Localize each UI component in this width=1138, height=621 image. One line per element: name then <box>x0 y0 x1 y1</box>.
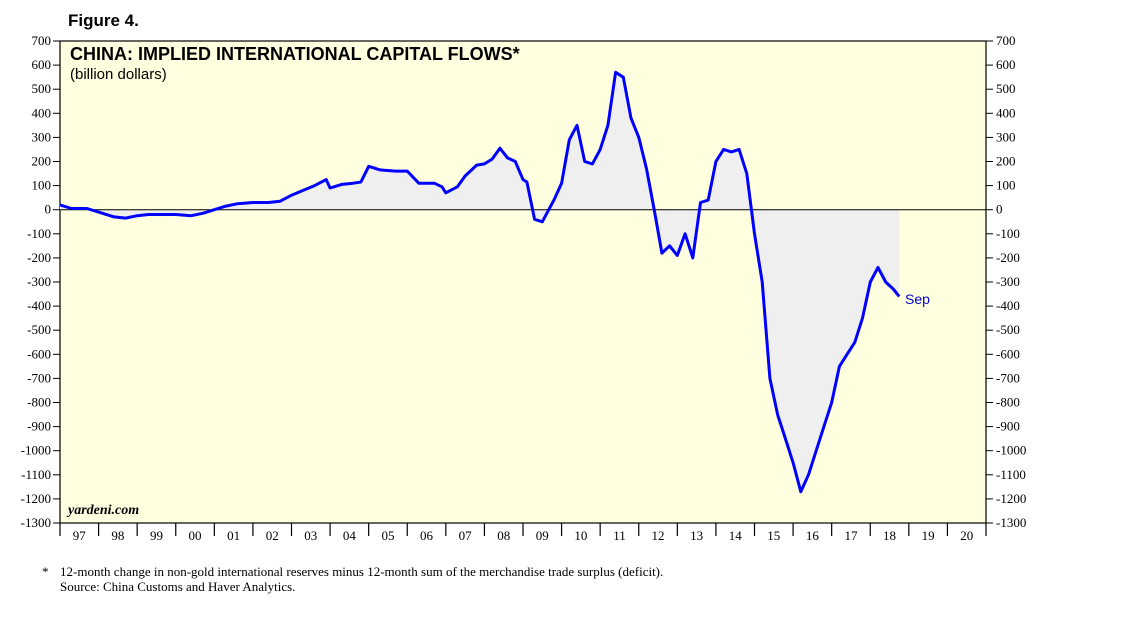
left-tick-label: 600 <box>32 57 52 72</box>
right-tick-label: 500 <box>996 81 1016 96</box>
x-tick-label: 18 <box>883 528 896 543</box>
right-axis: 700 600 500 400 300 200 100 0 -100 -200 -300 -400 -5… <box>986 33 1026 530</box>
left-tick-label: -200 <box>27 250 51 265</box>
x-tick-label: 05 <box>381 528 394 543</box>
x-tick-label: 16 <box>806 528 820 543</box>
footnote-source-line: Source: China Customs and Haver Analytic… <box>42 579 663 594</box>
x-tick-label: 19 <box>922 528 935 543</box>
right-tick-label: 100 <box>996 178 1016 193</box>
figure-label: Figure 4. <box>68 11 139 30</box>
footnote-definition: 12-month change in non-gold internationa… <box>60 564 664 579</box>
right-tick-label: 400 <box>996 105 1016 120</box>
x-tick-label: 98 <box>111 528 124 543</box>
x-tick-label: 17 <box>844 528 858 543</box>
left-axis: 700 600 500 400 300 200 100 0 -100 -200 -300 -400 -5… <box>21 33 60 530</box>
left-tick-label: 200 <box>32 154 52 169</box>
right-tick-label: -1200 <box>996 491 1026 506</box>
x-tick-label: 97 <box>73 528 87 543</box>
right-tick-label: -900 <box>996 419 1020 434</box>
left-tick-label: -100 <box>27 226 51 241</box>
right-tick-label: -1300 <box>996 515 1026 530</box>
footnote-source: Source: China Customs and Haver Analytic… <box>60 579 296 594</box>
right-tick-label: -500 <box>996 322 1020 337</box>
left-tick-label: -700 <box>27 370 51 385</box>
left-tick-label: 400 <box>32 105 52 120</box>
x-tick-label: 02 <box>266 528 279 543</box>
footnote-marker: * <box>42 564 49 579</box>
left-tick-label: -900 <box>27 419 51 434</box>
right-tick-label: 600 <box>996 57 1016 72</box>
left-tick-label: -600 <box>27 346 51 361</box>
left-tick-label: -400 <box>27 298 51 313</box>
x-tick-label: 06 <box>420 528 434 543</box>
x-tick-label: 10 <box>574 528 587 543</box>
right-tick-label: -600 <box>996 346 1020 361</box>
x-tick-label: 12 <box>652 528 665 543</box>
right-tick-label: -400 <box>996 298 1020 313</box>
right-tick-label: -300 <box>996 274 1020 289</box>
right-tick-label: -1100 <box>996 467 1026 482</box>
x-tick-label: 15 <box>767 528 780 543</box>
left-tick-label: -500 <box>27 322 51 337</box>
right-tick-label: -800 <box>996 395 1020 410</box>
x-tick-label: 01 <box>227 528 240 543</box>
left-tick-label: 0 <box>45 202 52 217</box>
left-tick-label: -1300 <box>21 515 51 530</box>
left-tick-label: -300 <box>27 274 51 289</box>
x-tick-label: 11 <box>613 528 626 543</box>
left-tick-label: -1200 <box>21 491 51 506</box>
right-tick-label: 300 <box>996 129 1016 144</box>
line-layer <box>59 70 901 494</box>
x-tick-label: 20 <box>960 528 973 543</box>
watermark-text: yardeni.com <box>68 503 140 518</box>
x-tick-label: 99 <box>150 528 163 543</box>
right-tick-label: 0 <box>996 202 1003 217</box>
right-tick-label: 700 <box>996 33 1016 48</box>
left-tick-label: 500 <box>32 81 52 96</box>
x-tick-label: 13 <box>690 528 703 543</box>
footnote-definition-line: * 12-month change in non-gold internation… <box>42 564 663 579</box>
series-line <box>59 70 901 494</box>
x-tick-label: 04 <box>343 528 357 543</box>
chart: 7006005004003002001000-100-200-300-400-5… <box>21 33 1027 543</box>
left-tick-label: -1000 <box>21 443 51 458</box>
left-tick-label: -1100 <box>21 467 51 482</box>
right-tick-label: -200 <box>996 250 1020 265</box>
left-tick-label: 700 <box>32 33 52 48</box>
x-tick-label: 14 <box>729 528 743 543</box>
x-tick-label: 00 <box>189 528 202 543</box>
x-tick-label: 03 <box>304 528 317 543</box>
right-tick-label: -700 <box>996 370 1020 385</box>
x-tick-label: 08 <box>497 528 510 543</box>
left-tick-label: 300 <box>32 129 52 144</box>
chart-title: CHINA: IMPLIED INTERNATIONAL CAPITAL FLO… <box>70 44 520 64</box>
right-tick-label: -1000 <box>996 443 1026 458</box>
x-axis: 97 98 99 00 01 02 03 04 05 06 07 08 09 10 11 12 13 14 15 16… <box>59 523 987 543</box>
right-tick-label: 200 <box>996 154 1016 169</box>
left-tick-label: -800 <box>27 395 51 410</box>
right-tick-label: -100 <box>996 226 1020 241</box>
left-tick-label: 100 <box>32 178 52 193</box>
footnote: * 12-month change in non-gold internation… <box>42 564 663 594</box>
x-tick-label: 09 <box>536 528 549 543</box>
x-tick-label: 07 <box>459 528 473 543</box>
series-end-label: Sep <box>905 291 930 307</box>
chart-subtitle: (billion dollars) <box>70 66 167 83</box>
